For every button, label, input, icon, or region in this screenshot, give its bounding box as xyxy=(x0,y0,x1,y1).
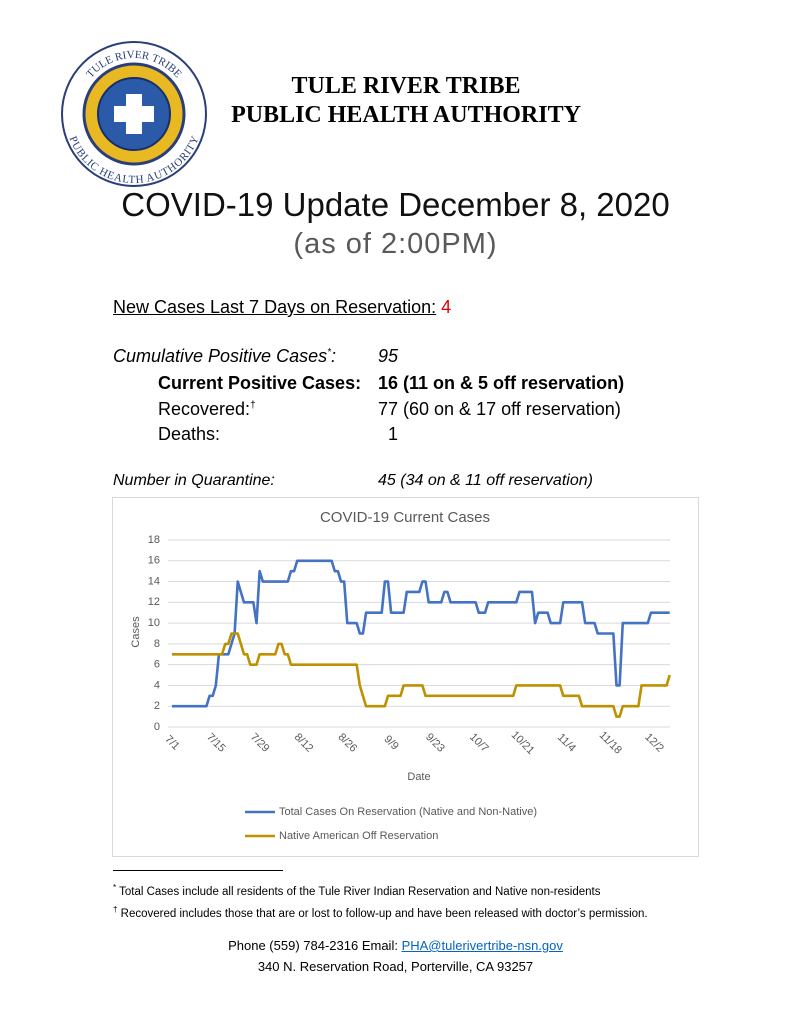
new-cases-label: New Cases Last 7 Days on Reservation: xyxy=(113,297,437,317)
stat-value: 77 (60 on & 17 off reservation) xyxy=(378,399,621,419)
stat-label-suffix: : xyxy=(331,346,337,366)
y-tick-label: 18 xyxy=(148,534,160,546)
chart-title: COVID-19 Current Cases xyxy=(320,509,490,526)
y-tick-label: 14 xyxy=(148,575,160,587)
header: TULE RIVER TRIBE PUBLIC HEALTH AUTHORITY xyxy=(216,72,596,130)
footnote-text: Total Cases include all residents of the… xyxy=(119,885,601,898)
header-line: PUBLIC HEALTH AUTHORITY xyxy=(231,102,581,128)
stat-value: 1 xyxy=(388,424,399,444)
stat-value: 45 (34 on & 11 off reservation) xyxy=(378,472,593,489)
stat-label-text: Cumulative Positive Cases xyxy=(113,346,328,366)
y-tick-label: 12 xyxy=(148,596,160,608)
y-tick-label: 8 xyxy=(154,638,160,650)
footnote-mark: † xyxy=(113,904,118,914)
chart-frame xyxy=(112,497,699,857)
y-tick-label: 0 xyxy=(154,721,160,733)
legend-label: Native American Off Reservation xyxy=(279,830,438,842)
logo-cross xyxy=(114,106,154,122)
stat-label: Deaths: xyxy=(158,424,221,444)
x-axis-title: Date xyxy=(407,771,430,783)
y-axis-title: Cases xyxy=(130,616,142,648)
stat-value: 16 (11 on & 5 off reservation) xyxy=(378,373,625,393)
footnote-rule xyxy=(113,870,283,871)
new-cases: New Cases Last 7 Days on Reservation: 4 xyxy=(113,297,451,318)
legend-label: Total Cases On Reservation (Native and N… xyxy=(279,806,537,818)
contact: Phone (559) 784-2316 Email: PHA@tulerive… xyxy=(0,935,791,977)
footnote: † Recovered includes those that are or l… xyxy=(113,901,648,923)
header-line: TULE RIVER TRIBE xyxy=(291,73,521,99)
footnote-mark: * xyxy=(113,883,117,892)
footnotes: * Total Cases include all residents of t… xyxy=(113,879,648,923)
y-tick-label: 16 xyxy=(148,555,160,567)
footnote-text: Recovered includes those that are or los… xyxy=(120,907,648,920)
email-link[interactable]: PHA@tulerivertribe-nsn.gov xyxy=(401,938,563,953)
data-line xyxy=(172,632,671,718)
stat-label: Current Positive Cases: xyxy=(158,373,362,393)
stat-label: Number in Quarantine: xyxy=(113,472,275,489)
contact-line: Phone (559) 784-2316 Email: PHA@tulerive… xyxy=(0,935,791,956)
update-subtitle: (as of 2:00PM) xyxy=(293,228,498,260)
logo: TULE RIVER TRIBE PUBLIC HEALTH AUTHORITY xyxy=(61,41,207,187)
stat-label: Recovered:† xyxy=(158,399,256,420)
footnote-ref: † xyxy=(250,400,256,411)
stat-label-text: Recovered: xyxy=(158,399,251,419)
stat-label: Cumulative Positive Cases*: xyxy=(113,346,336,367)
contact-address: 340 N. Reservation Road, Porterville, CA… xyxy=(257,959,534,974)
footnote: * Total Cases include all residents of t… xyxy=(113,879,648,901)
y-tick-label: 6 xyxy=(154,659,160,671)
contact-phone: Phone (559) 784-2316 Email: xyxy=(228,938,402,953)
footnote-ref: * xyxy=(327,347,331,358)
y-tick-label: 10 xyxy=(148,617,160,629)
new-cases-value: 4 xyxy=(441,297,452,317)
chart: COVID-19 Current Cases Cases Date 0 2 4 6 8 1… xyxy=(112,497,699,857)
y-tick-label: 4 xyxy=(154,679,160,691)
update-title: COVID-19 Update December 8, 2020 xyxy=(121,186,670,223)
data-line xyxy=(172,559,670,708)
stat-value: 95 xyxy=(378,346,399,366)
y-tick-label: 2 xyxy=(154,700,160,712)
